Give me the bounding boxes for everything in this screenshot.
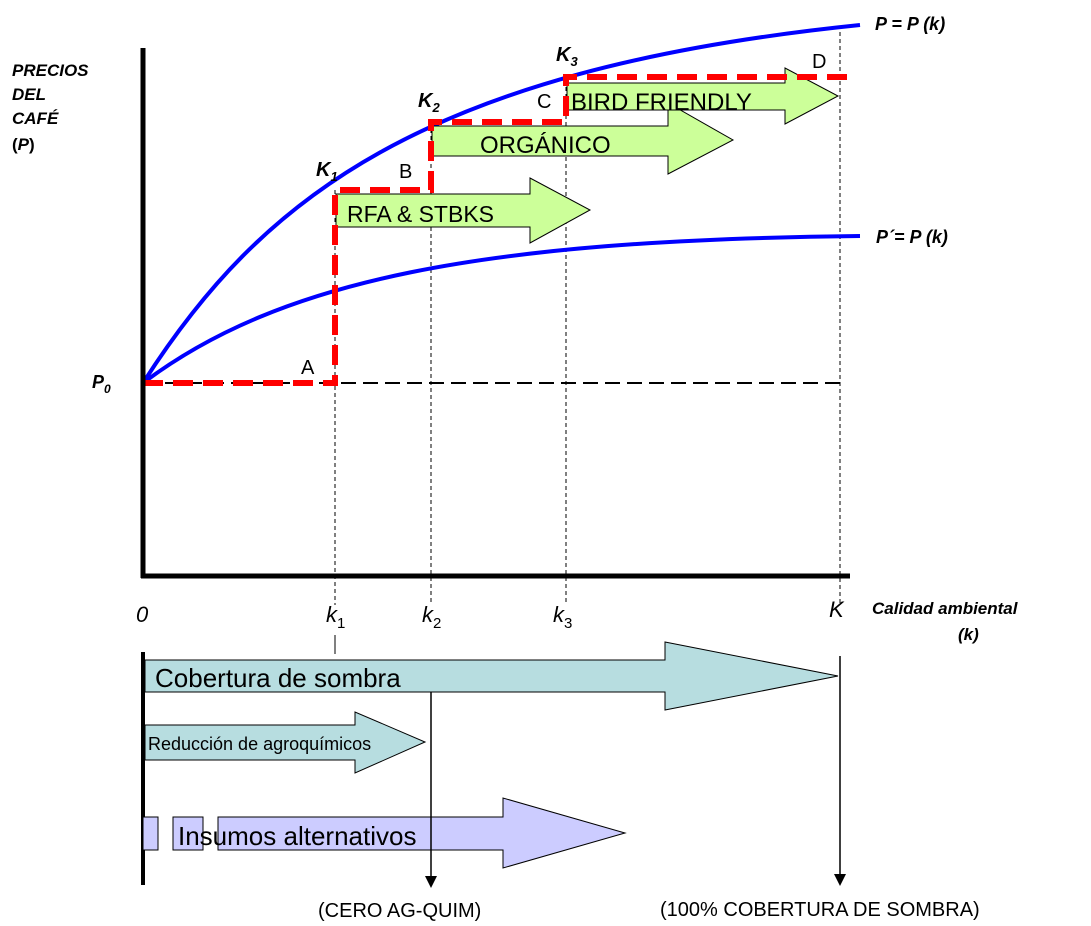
- cero-agquim-arrowhead: [425, 876, 437, 888]
- step-letter-d: D: [812, 51, 826, 73]
- y-axis-label-line1: PRECIOS: [12, 61, 89, 80]
- cobertura-sombra-arrow: [144, 641, 839, 711]
- upper-price-curve: [141, 23, 861, 385]
- insumos-segment-1: [142, 816, 159, 851]
- cero-agquim-label: (CERO AG-QUIM): [318, 900, 481, 922]
- x-axis-label-line1: Calidad ambiental: [872, 599, 1019, 618]
- insumos-alternativos-arrow: [217, 797, 627, 869]
- bird-friendly-label: BIRD FRIENDLY: [571, 89, 752, 116]
- cobertura-sombra-label: Cobertura de sombra: [155, 663, 401, 693]
- point-k1: K1: [316, 159, 338, 184]
- step-letter-c: C: [537, 91, 551, 113]
- organico-label: ORGÁNICO: [480, 132, 611, 159]
- organico-arrow: [431, 102, 735, 175]
- step-letter-b: B: [399, 161, 412, 183]
- x-origin-label: 0: [136, 602, 149, 627]
- x-tick-k3: k3: [553, 602, 572, 632]
- y-axis-label-line3: CAFÉ: [12, 109, 59, 128]
- point-k3: K3: [556, 44, 578, 69]
- point-k2: K2: [418, 90, 440, 115]
- y-axis-symbol: (P): [12, 135, 35, 154]
- lower-price-curve: [141, 234, 861, 385]
- x-tick-k1: k1: [326, 602, 345, 632]
- x-axis-label-line2: (k): [958, 625, 979, 644]
- y-axis-label-line2: DEL: [12, 85, 46, 104]
- insumos-segment-2: [172, 816, 204, 851]
- insumos-alternativos-label: Insumos alternativos: [178, 821, 416, 851]
- rfa-label: RFA & STBKS: [347, 201, 494, 227]
- step-letter-a: A: [301, 357, 315, 379]
- reduccion-agroquimicos-arrow: [144, 711, 427, 774]
- lower-curve-label: P´= P (k): [876, 227, 948, 247]
- bird-friendly-arrow: [566, 67, 840, 125]
- p0-label: P0: [92, 372, 111, 396]
- rfa-arrow: [335, 177, 592, 244]
- x-max-label: K: [829, 597, 845, 622]
- reduccion-agroquimicos-label: Reducción de agroquímicos: [148, 734, 371, 754]
- sombra-total-label: (100% COBERTURA DE SOMBRA): [660, 899, 980, 921]
- x-tick-k2: k2: [422, 602, 441, 632]
- vertical-guide-lines: [334, 32, 841, 605]
- upper-curve-label: P = P (k): [875, 14, 945, 34]
- certification-step-path: [143, 74, 850, 386]
- sombra-total-arrowhead: [834, 874, 846, 886]
